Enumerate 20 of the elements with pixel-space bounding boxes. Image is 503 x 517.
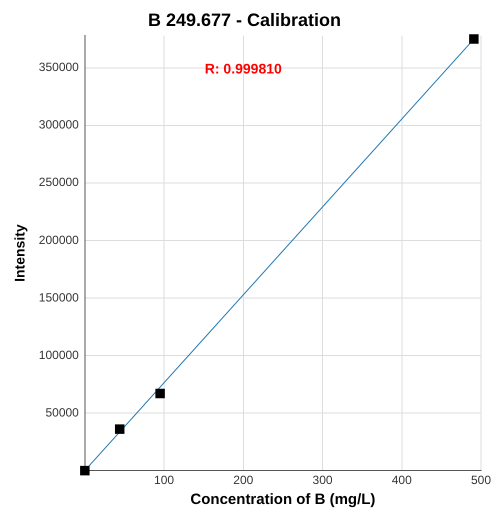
x-tick-label: 300	[312, 473, 333, 488]
y-tick-label: 100000	[38, 348, 80, 362]
chart-title: B 249.677 - Calibration	[148, 10, 342, 30]
point	[469, 34, 479, 44]
y-axis-title: Intensity	[11, 224, 28, 282]
y-tick-label: 300000	[38, 118, 80, 132]
annotation: R: 0.999810	[204, 60, 282, 77]
point	[155, 388, 165, 398]
x-tick-label: 500	[470, 473, 492, 488]
y-tick-label: 250000	[38, 175, 80, 190]
x-axis-title: Concentration of B (mg/L)	[190, 491, 376, 508]
x-tick-label: 100	[154, 473, 174, 488]
y-tick-label: 150000	[38, 290, 80, 304]
x-tick-label: 400	[392, 473, 412, 488]
y-tick-label: 50000	[45, 405, 80, 420]
point	[114, 424, 124, 434]
point	[80, 466, 90, 476]
y-tick-label: 200000	[38, 232, 80, 247]
x-tick-label: 200	[233, 473, 254, 488]
y-tick-label: 350000	[38, 60, 80, 74]
